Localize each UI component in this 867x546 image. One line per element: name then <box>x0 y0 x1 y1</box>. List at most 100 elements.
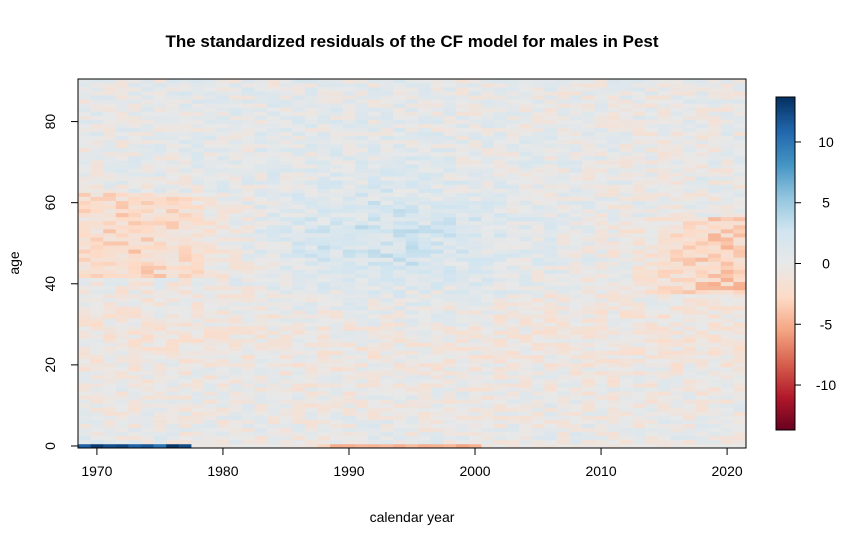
heatmap-cell <box>594 293 608 299</box>
heatmap-cell <box>418 277 432 283</box>
heatmap-cell <box>317 135 331 141</box>
heatmap-cell <box>418 273 432 278</box>
heatmap-cell <box>393 119 406 124</box>
heatmap-cell <box>720 249 734 254</box>
heatmap-cell <box>405 229 419 234</box>
heatmap-cell <box>141 322 154 327</box>
heatmap-cell <box>531 119 545 124</box>
heatmap-cell <box>279 370 293 376</box>
heatmap-cell <box>544 176 558 181</box>
heatmap-cell <box>569 415 583 420</box>
heatmap-cell <box>582 127 596 133</box>
heatmap-cell <box>355 338 369 343</box>
heatmap-cell <box>216 439 230 445</box>
heatmap-cell <box>279 415 293 420</box>
heatmap-cell <box>317 358 331 364</box>
heatmap-cell <box>204 435 217 441</box>
heatmap-cell <box>632 431 646 437</box>
heatmap-cell <box>393 318 406 323</box>
heatmap-cell <box>393 383 406 388</box>
heatmap-cell <box>506 350 520 356</box>
heatmap-cell <box>695 370 709 376</box>
heatmap-cell <box>657 245 671 250</box>
heatmap-cell <box>682 164 696 169</box>
heatmap-cell <box>153 241 167 246</box>
heatmap-cell <box>720 192 734 197</box>
heatmap-cell <box>393 139 406 145</box>
heatmap-cell <box>279 257 293 262</box>
heatmap-cell <box>317 342 331 347</box>
heatmap-cell <box>619 379 633 384</box>
heatmap-cell <box>556 229 570 234</box>
heatmap-cell <box>178 188 192 193</box>
heatmap-cell <box>355 375 369 380</box>
heatmap-cell <box>544 131 558 137</box>
heatmap-cell <box>166 196 180 201</box>
heatmap-cell <box>254 176 268 181</box>
heatmap-cell <box>443 103 457 108</box>
heatmap-cell <box>682 383 696 388</box>
heatmap-cell <box>78 237 91 242</box>
heatmap-cell <box>141 172 154 177</box>
heatmap-cell <box>582 111 596 116</box>
heatmap-cell <box>619 342 633 347</box>
heatmap-cell <box>279 293 293 299</box>
heatmap-cell <box>254 354 268 360</box>
heatmap-cell <box>594 423 608 429</box>
heatmap-cell <box>90 172 104 177</box>
heatmap-cell <box>733 257 747 262</box>
heatmap-cell <box>279 439 293 445</box>
heatmap-cell <box>178 249 192 254</box>
heatmap-cell <box>191 314 205 319</box>
heatmap-cell <box>153 326 167 331</box>
heatmap-cell <box>103 419 117 424</box>
heatmap-cell <box>569 184 583 189</box>
heatmap-cell <box>443 180 457 185</box>
heatmap-cell <box>241 233 255 238</box>
heatmap-cell <box>582 427 596 433</box>
heatmap-cell <box>90 273 104 278</box>
heatmap-cell <box>393 224 406 230</box>
heatmap-cell <box>569 387 583 392</box>
heatmap-cell <box>657 277 671 283</box>
heatmap-cell <box>355 172 369 177</box>
heatmap-cell <box>191 135 205 141</box>
heatmap-cell <box>682 293 696 299</box>
heatmap-cell <box>456 224 470 230</box>
heatmap-cell <box>355 411 369 416</box>
heatmap-cell <box>342 293 356 299</box>
colorbar-segment <box>776 407 795 410</box>
heatmap-cell <box>367 443 381 449</box>
heatmap-cell <box>393 135 406 141</box>
heatmap-cell <box>115 172 129 177</box>
heatmap-cell <box>330 415 343 420</box>
heatmap-cell <box>720 111 734 116</box>
heatmap-cell <box>380 176 394 181</box>
heatmap-cell <box>619 237 633 242</box>
heatmap-cell <box>695 111 709 116</box>
heatmap-cell <box>569 285 583 291</box>
heatmap-cell <box>204 358 217 364</box>
heatmap-cell <box>519 439 533 445</box>
heatmap-cell <box>229 139 243 145</box>
heatmap-cell <box>380 289 394 295</box>
heatmap-cell <box>481 241 495 246</box>
heatmap-cell <box>355 387 369 392</box>
heatmap-cell <box>531 370 545 376</box>
heatmap-cell <box>115 419 129 424</box>
heatmap-cell <box>229 164 243 169</box>
heatmap-cell <box>645 383 659 388</box>
heatmap-cell <box>367 87 381 92</box>
heatmap-cell <box>229 330 243 335</box>
heatmap-cell <box>645 83 659 88</box>
heatmap-cell <box>229 229 243 234</box>
heatmap-cell <box>191 322 205 327</box>
heatmap-cell <box>279 423 293 429</box>
heatmap-cell <box>556 241 570 246</box>
heatmap-cell <box>695 366 709 372</box>
colorbar-segment <box>776 194 795 198</box>
heatmap-cell <box>519 83 533 88</box>
heatmap-cell <box>241 103 255 108</box>
heatmap-cell <box>229 443 243 449</box>
heatmap-cell <box>367 139 381 145</box>
